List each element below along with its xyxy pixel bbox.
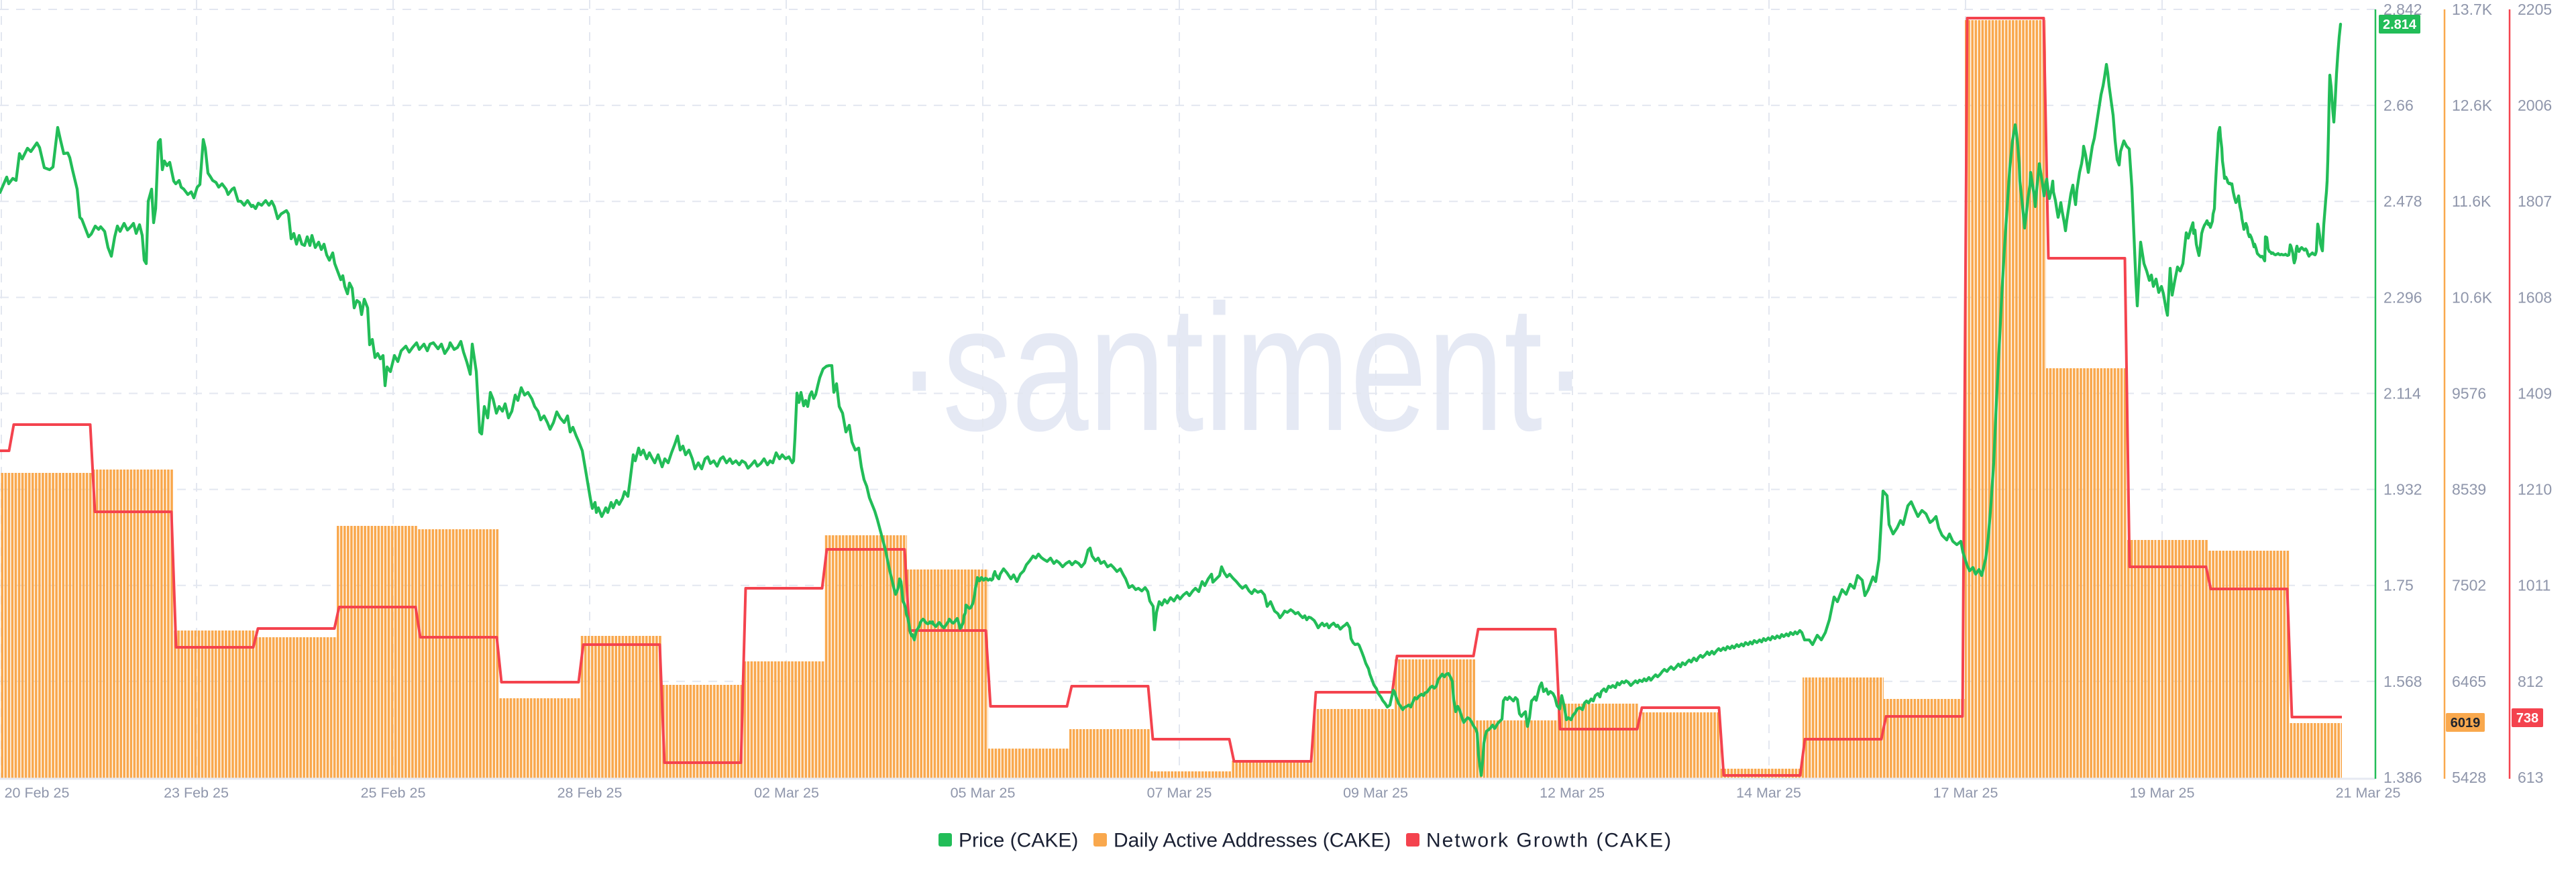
- svg-text:05 Mar 25: 05 Mar 25: [951, 785, 1016, 801]
- svg-text:Price (CAKE): Price (CAKE): [959, 830, 1078, 852]
- svg-text:2.296: 2.296: [2383, 288, 2422, 306]
- svg-text:12 Mar 25: 12 Mar 25: [1540, 785, 1605, 801]
- svg-text:19 Mar 25: 19 Mar 25: [2130, 785, 2195, 801]
- svg-text:20 Feb 25: 20 Feb 25: [5, 785, 70, 801]
- svg-text:28 Feb 25: 28 Feb 25: [557, 785, 623, 801]
- svg-text:13.7K: 13.7K: [2452, 1, 2493, 18]
- svg-text:1.75: 1.75: [2383, 577, 2414, 594]
- svg-text:1608: 1608: [2518, 288, 2552, 306]
- svg-text:1409: 1409: [2518, 385, 2552, 402]
- svg-text:2205: 2205: [2518, 1, 2552, 18]
- svg-text:1011: 1011: [2518, 577, 2551, 594]
- svg-text:07 Mar 25: 07 Mar 25: [1147, 785, 1212, 801]
- svg-text:14 Mar 25: 14 Mar 25: [1736, 785, 1801, 801]
- svg-text:09 Mar 25: 09 Mar 25: [1343, 785, 1408, 801]
- svg-text:25 Feb 25: 25 Feb 25: [361, 785, 426, 801]
- svg-text:2.478: 2.478: [2383, 193, 2422, 210]
- svg-text:1807: 1807: [2518, 193, 2552, 210]
- svg-text:17 Mar 25: 17 Mar 25: [1933, 785, 1998, 801]
- svg-text:8539: 8539: [2452, 481, 2486, 498]
- svg-text:10.6K: 10.6K: [2452, 288, 2493, 306]
- svg-text:5428: 5428: [2452, 769, 2486, 786]
- svg-text:Network Growth (CAKE): Network Growth (CAKE): [1426, 830, 1672, 852]
- svg-text:·santiment·: ·santiment·: [896, 267, 1589, 468]
- svg-text:1.568: 1.568: [2383, 673, 2422, 690]
- svg-text:Daily Active Addresses (CAKE): Daily Active Addresses (CAKE): [1114, 830, 1391, 852]
- svg-text:1.932: 1.932: [2383, 481, 2422, 498]
- svg-text:11.6K: 11.6K: [2452, 193, 2491, 210]
- svg-text:21 Mar 25: 21 Mar 25: [2336, 785, 2401, 801]
- svg-text:2.66: 2.66: [2383, 97, 2414, 114]
- svg-text:2.814: 2.814: [2383, 17, 2417, 32]
- svg-text:738: 738: [2516, 711, 2538, 726]
- svg-text:12.6K: 12.6K: [2452, 97, 2493, 114]
- svg-text:02 Mar 25: 02 Mar 25: [754, 785, 819, 801]
- svg-text:1210: 1210: [2518, 481, 2552, 498]
- svg-text:7502: 7502: [2452, 577, 2486, 594]
- svg-text:23 Feb 25: 23 Feb 25: [164, 785, 229, 801]
- svg-text:2006: 2006: [2518, 97, 2552, 114]
- svg-text:613: 613: [2518, 769, 2543, 786]
- svg-text:6019: 6019: [2451, 716, 2481, 730]
- svg-text:2.114: 2.114: [2383, 385, 2421, 402]
- svg-text:6465: 6465: [2452, 673, 2486, 690]
- svg-text:1.386: 1.386: [2383, 769, 2422, 786]
- svg-text:812: 812: [2518, 673, 2543, 690]
- svg-text:9576: 9576: [2452, 385, 2486, 402]
